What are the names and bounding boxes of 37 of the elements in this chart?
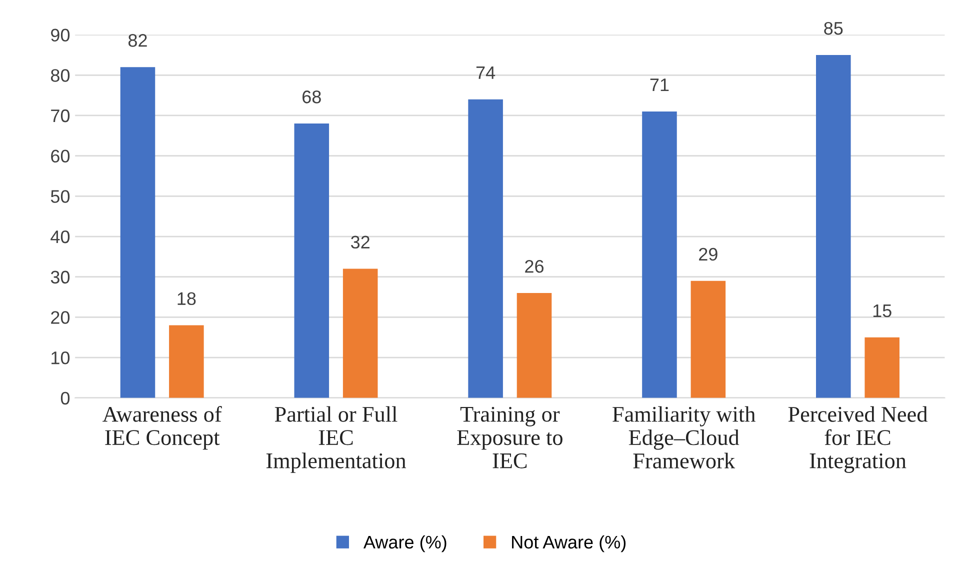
- data-label: 68: [302, 90, 321, 104]
- x-tick-label: Awareness of IEC Concept: [102, 406, 222, 450]
- bar: [516, 292, 552, 398]
- y-tick-label: 10: [52, 351, 70, 364]
- y-tick-label: 0: [60, 392, 70, 405]
- bar: [294, 124, 330, 398]
- x-tick-label: Familiarity with Edge–Cloud Framework: [612, 406, 756, 468]
- data-label: 82: [128, 34, 147, 47]
- bar: [169, 325, 204, 398]
- data-label: 18: [178, 292, 196, 306]
- data-label: 32: [350, 236, 370, 249]
- y-tick-label: 20: [51, 311, 70, 324]
- bar: [816, 54, 851, 398]
- y-tick-label: 40: [50, 230, 70, 244]
- data-label: 74: [476, 66, 496, 79]
- y-tick-label: 60: [51, 150, 70, 163]
- x-tick-label: Partial or Full IEC Implementation: [266, 406, 406, 473]
- bar: [642, 111, 677, 398]
- y-tick-label: 30: [50, 270, 70, 284]
- y-tick-label: 50: [50, 190, 70, 203]
- bar: [342, 268, 378, 398]
- bar: [120, 67, 156, 398]
- data-label: 26: [525, 260, 544, 273]
- bar: [690, 280, 726, 398]
- data-label: 15: [873, 304, 892, 318]
- bar: [864, 337, 900, 398]
- y-tick-label: 90: [51, 28, 70, 42]
- legend-label: Aware (%): [363, 535, 446, 552]
- data-label: 85: [824, 22, 843, 35]
- x-tick-label: Perceived Need for IEC Integration: [788, 406, 928, 473]
- y-tick-label: 80: [50, 69, 70, 82]
- y-tick-label: 70: [51, 109, 70, 122]
- legend-label: Not Aware (%): [512, 535, 626, 552]
- data-label: 29: [699, 248, 718, 261]
- x-tick-label: Training or Exposure to IEC: [457, 406, 562, 468]
- bar: [468, 99, 503, 398]
- data-label: 71: [650, 78, 669, 92]
